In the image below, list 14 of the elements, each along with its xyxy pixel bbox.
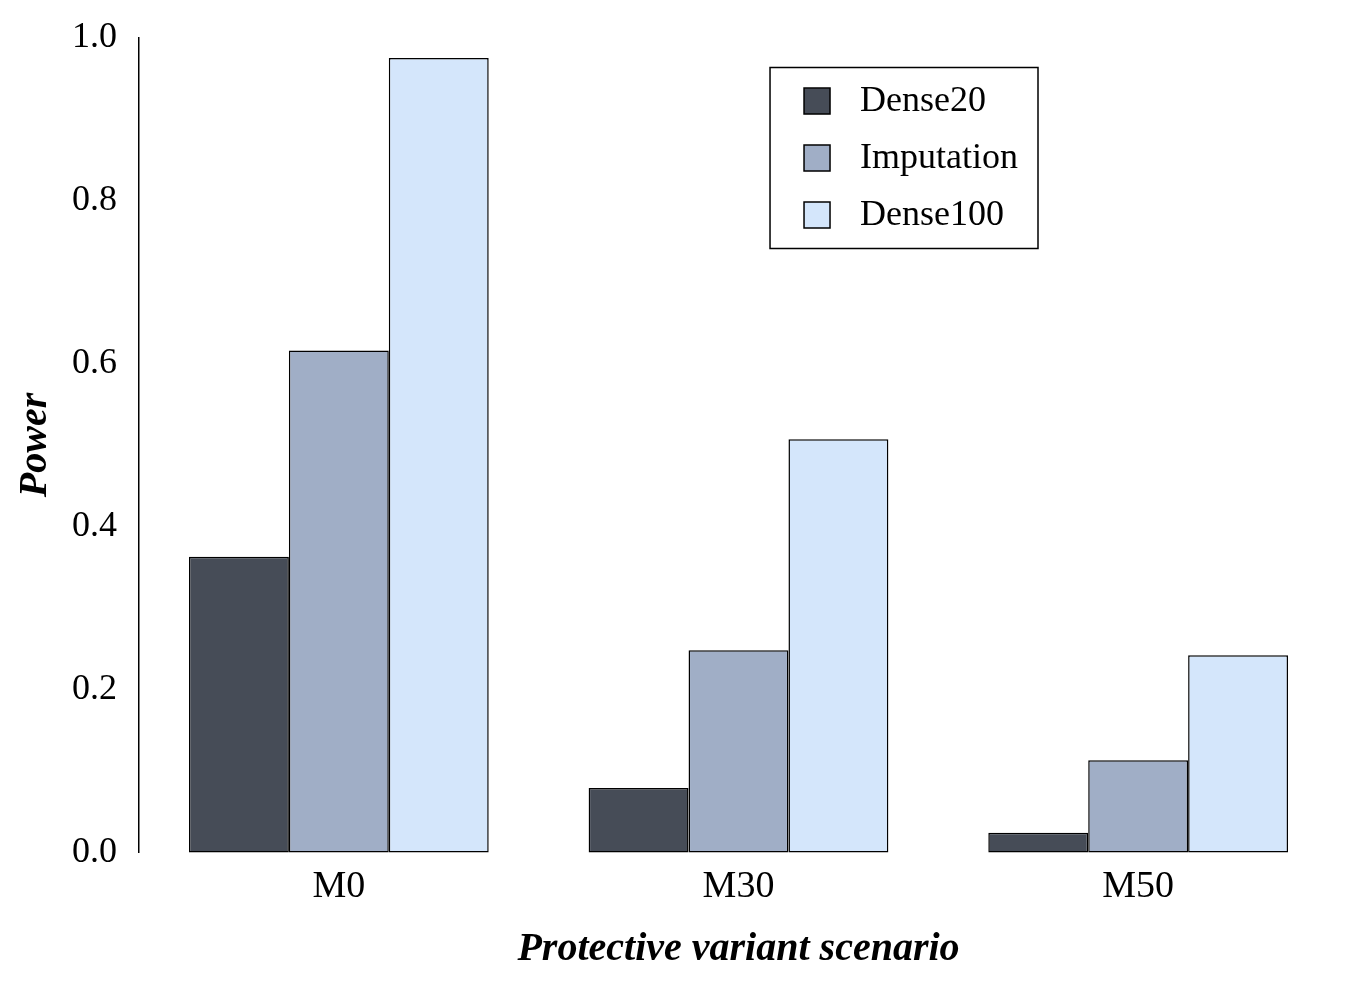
y-tick-label: 1.0 [72, 15, 117, 56]
y-tick-label: 0.2 [72, 666, 117, 707]
x-axis-title: Protective variant scenario [516, 924, 960, 970]
y-axis-title: Power [10, 392, 56, 499]
y-tick-label: 0.0 [72, 829, 117, 870]
y-tick-label: 0.8 [72, 178, 117, 219]
x-tick-label: M0 [312, 863, 366, 906]
y-tick-label: 0.4 [72, 503, 117, 544]
legend-label: Imputation [860, 135, 1019, 176]
legend-label: Dense20 [860, 78, 986, 119]
legend-label: Dense100 [860, 192, 1004, 233]
x-tick-label: M50 [1102, 863, 1175, 906]
y-tick-label: 0.6 [72, 340, 117, 381]
x-tick-label: M30 [702, 863, 775, 906]
